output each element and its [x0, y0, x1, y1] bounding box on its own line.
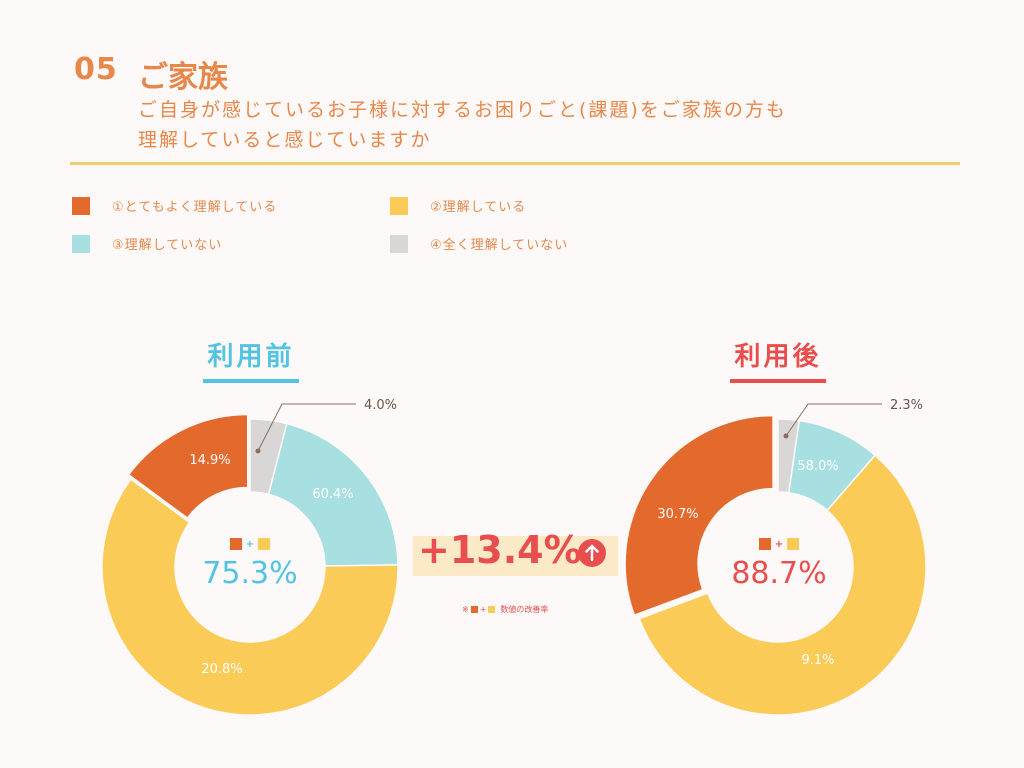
donut-slice-understand: [101, 478, 399, 716]
after-heading-block: 利用後: [730, 336, 826, 383]
sum-swatch-yellow: [258, 538, 271, 550]
after-center: + 88.7%: [709, 536, 849, 591]
improvement-note: ※ + 数値の改善率: [462, 604, 548, 615]
legend-label: ③理解していない: [112, 238, 223, 253]
slice-label-very-well: 14.9%: [189, 453, 230, 468]
note-text: 数値の改善率: [500, 605, 549, 614]
sum-plus: +: [774, 538, 784, 550]
legend-item-understand: ②理解している: [390, 196, 526, 215]
section-number: 05: [74, 52, 118, 87]
before-heading: 利用前: [207, 342, 295, 372]
slice-label-very-well: 30.7%: [657, 507, 698, 522]
donut-slice-very-well: [624, 414, 774, 617]
note-prefix: ※: [462, 605, 469, 614]
before-heading-block: 利用前: [203, 336, 299, 383]
slice-label-not-understand: 9.1%: [801, 653, 834, 668]
slice-label-not-understand: 20.8%: [201, 662, 242, 677]
slice-label-understand: 58.0%: [797, 459, 838, 474]
donut-slice-very-well: [127, 413, 249, 520]
up-arrow-icon: [578, 539, 606, 567]
sum-plus: +: [245, 538, 255, 550]
callout-dot: [783, 433, 789, 439]
sum-swatch-yellow: [787, 538, 800, 550]
page-title: ご家族: [138, 60, 228, 95]
page-subtitle: ご自身が感じているお子様に対するお困りごと(課題)をご家族の方も 理解していると…: [138, 99, 787, 151]
slice-label-understand: 60.4%: [312, 487, 353, 502]
legend-item-not-understand: ③理解していない: [72, 234, 222, 253]
note-plus: +: [479, 605, 487, 614]
legend-swatch: [390, 234, 408, 253]
callout-dot: [255, 448, 261, 454]
legend-item-very-well: ①とてもよく理解している: [72, 196, 277, 215]
sum-swatch-orange: [758, 538, 771, 550]
legend-label: ②理解している: [430, 200, 527, 215]
donut-slice-not-understand: [267, 422, 399, 567]
sum-swatch-orange: [229, 538, 242, 550]
note-swatch-orange: [470, 606, 478, 613]
slice-label-not-at-all: 2.3%: [890, 398, 923, 413]
callout-line: [785, 403, 882, 437]
after-heading-underline: [730, 379, 826, 383]
slice-label-not-at-all: 4.0%: [364, 398, 397, 413]
after-center-value: 88.7%: [731, 556, 827, 591]
donut-slice-understand: [638, 454, 927, 716]
legend-swatch: [72, 234, 90, 253]
donut-after: 30.7% 58.0% 9.1% 2.3%: [624, 398, 927, 716]
improvement-value: +13.4%: [418, 528, 582, 572]
legend-swatch: [72, 196, 90, 215]
after-heading: 利用後: [734, 342, 822, 372]
legend-label: ④全く理解していない: [430, 238, 569, 253]
legend-swatch: [390, 196, 408, 215]
callout-line: [257, 403, 356, 452]
before-center: + 75.3%: [180, 536, 320, 591]
before-center-value: 75.3%: [202, 556, 298, 591]
note-swatch-yellow: [488, 606, 496, 613]
legend-label: ①とてもよく理解している: [112, 200, 278, 215]
header-divider: [70, 162, 960, 165]
before-heading-underline: [203, 379, 299, 383]
legend-item-not-at-all: ④全く理解していない: [390, 234, 568, 253]
donut-before: 14.9% 60.4% 20.8% 4.0%: [101, 398, 399, 716]
